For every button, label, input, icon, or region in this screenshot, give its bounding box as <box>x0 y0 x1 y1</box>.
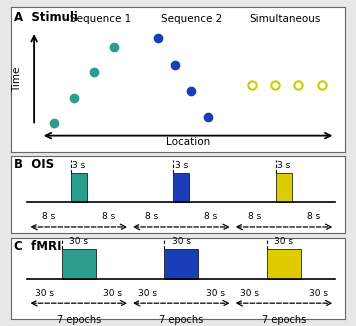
Text: 30 s: 30 s <box>309 289 328 298</box>
Bar <box>173 173 189 202</box>
Bar <box>164 249 198 279</box>
Text: 30 s: 30 s <box>172 237 191 246</box>
Text: 30 s: 30 s <box>240 289 259 298</box>
Text: 8 s: 8 s <box>307 212 320 221</box>
Text: 3 s: 3 s <box>72 160 85 170</box>
Text: A  Stimuli: A Stimuli <box>14 11 78 24</box>
Text: 3 s: 3 s <box>277 160 290 170</box>
Text: Simultaneous: Simultaneous <box>250 14 321 24</box>
Text: Sequence 2: Sequence 2 <box>161 14 222 24</box>
Text: 30 s: 30 s <box>138 289 157 298</box>
Text: C  fMRI: C fMRI <box>14 240 62 253</box>
Text: Sequence 1: Sequence 1 <box>70 14 132 24</box>
Bar <box>276 173 292 202</box>
Bar <box>267 249 301 279</box>
Text: 7 epochs: 7 epochs <box>57 315 101 325</box>
Text: Time: Time <box>12 67 22 92</box>
Text: 7 epochs: 7 epochs <box>159 315 204 325</box>
Text: 30 s: 30 s <box>274 237 293 246</box>
Text: 3 s: 3 s <box>175 160 188 170</box>
Text: 8 s: 8 s <box>42 212 56 221</box>
Bar <box>70 173 87 202</box>
Text: 8 s: 8 s <box>102 212 115 221</box>
Text: 8 s: 8 s <box>204 212 218 221</box>
Text: B  OIS: B OIS <box>14 158 54 171</box>
Text: 30 s: 30 s <box>104 289 122 298</box>
Text: 8 s: 8 s <box>248 212 261 221</box>
Text: 7 epochs: 7 epochs <box>262 315 306 325</box>
Text: Location: Location <box>166 137 210 147</box>
Text: 8 s: 8 s <box>145 212 158 221</box>
Text: 30 s: 30 s <box>35 289 54 298</box>
Text: 30 s: 30 s <box>206 289 225 298</box>
Text: 30 s: 30 s <box>69 237 88 246</box>
Bar <box>62 249 96 279</box>
